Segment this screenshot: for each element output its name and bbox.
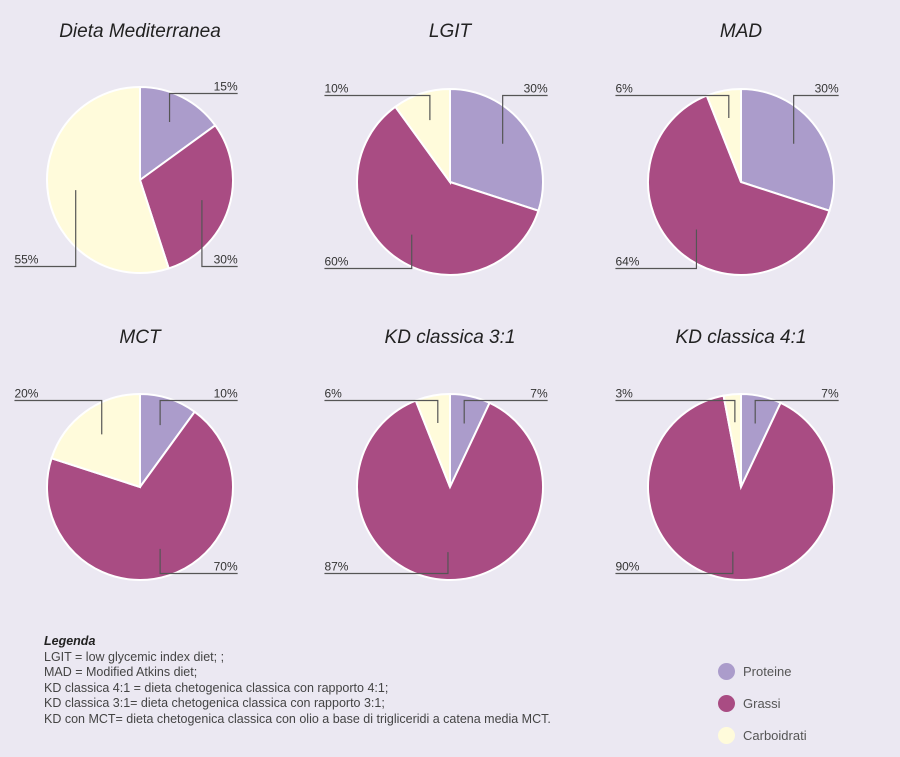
leader-line bbox=[615, 229, 698, 270]
percent-label: 55% bbox=[14, 252, 38, 266]
leader-line bbox=[201, 200, 238, 268]
leader-line bbox=[159, 548, 238, 575]
percent-label: 7% bbox=[821, 387, 839, 401]
notes-heading: Legenda bbox=[44, 634, 96, 648]
leader-line bbox=[793, 94, 839, 144]
pie-slice-proteine bbox=[139, 85, 217, 182]
leader-line bbox=[168, 92, 238, 122]
pie-slice-proteine bbox=[740, 87, 835, 212]
leader-line bbox=[615, 94, 730, 119]
percent-label: 64% bbox=[615, 254, 639, 268]
percent-label: 3% bbox=[615, 387, 633, 401]
legend-item-grassi: Grassi bbox=[718, 687, 807, 719]
leader-line bbox=[14, 399, 103, 435]
pie-title: KD classica 4:1 bbox=[676, 327, 807, 348]
percent-label: 7% bbox=[530, 387, 548, 401]
pie-slice-carboidrati bbox=[46, 85, 170, 274]
pie-slice-grassi bbox=[46, 410, 234, 581]
percent-label: 87% bbox=[324, 559, 348, 573]
legend: Proteine Grassi Carboidrati bbox=[718, 655, 807, 751]
leader-line bbox=[502, 94, 548, 144]
leader-line bbox=[615, 399, 736, 423]
leader-line bbox=[463, 399, 548, 424]
pie-slice-grassi bbox=[647, 94, 831, 276]
leader-line bbox=[159, 399, 238, 426]
legend-swatch bbox=[718, 726, 735, 744]
percent-label: 20% bbox=[14, 387, 38, 401]
pie-title: Dieta Mediterranea bbox=[59, 21, 221, 42]
legend-label: Carboidrati bbox=[743, 727, 807, 743]
leader-line bbox=[324, 399, 439, 424]
pie-slice-grassi bbox=[356, 399, 544, 581]
note-line: KD classica 3:1= dieta chetogenica class… bbox=[44, 696, 385, 710]
note-line: KD classica 4:1 = dieta chetogenica clas… bbox=[44, 680, 389, 695]
pie-slice-grassi bbox=[356, 105, 540, 276]
leader-line bbox=[754, 399, 839, 424]
pie-title: MCT bbox=[119, 327, 162, 348]
legend-label: Proteine bbox=[743, 663, 792, 679]
legend-swatch bbox=[718, 662, 735, 680]
pie-slice-carboidrati bbox=[50, 392, 141, 489]
legend-swatch bbox=[718, 694, 735, 712]
percent-label: 10% bbox=[324, 82, 348, 96]
legend-label: Grassi bbox=[743, 695, 781, 711]
pie-slice-carboidrati bbox=[393, 87, 451, 186]
legend-item-carboidrati: Carboidrati bbox=[718, 719, 807, 751]
leader-line bbox=[324, 94, 431, 121]
percent-label: 90% bbox=[615, 559, 639, 573]
note-line: LGIT = low glycemic index diet; ; bbox=[44, 649, 225, 664]
leader-line bbox=[14, 190, 77, 268]
percent-label: 6% bbox=[324, 387, 342, 401]
percent-label: 30% bbox=[214, 252, 238, 266]
pie-title: MAD bbox=[720, 21, 763, 42]
leader-line bbox=[615, 551, 734, 575]
legend-item-proteine: Proteine bbox=[718, 655, 807, 687]
percent-label: 60% bbox=[324, 254, 348, 268]
leader-line bbox=[324, 552, 449, 575]
percent-label: 30% bbox=[524, 82, 548, 96]
pie-slice-carboidrati bbox=[722, 392, 742, 488]
pie-title: KD classica 3:1 bbox=[385, 327, 516, 348]
note-line: MAD = Modified Atkins diet; bbox=[44, 665, 198, 679]
percent-label: 10% bbox=[214, 387, 238, 401]
pie-slice-grassi bbox=[647, 394, 835, 581]
leader-line bbox=[324, 234, 413, 270]
pie-slice-proteine bbox=[449, 87, 544, 212]
percent-label: 6% bbox=[615, 82, 633, 96]
percent-label: 70% bbox=[214, 559, 238, 573]
percent-label: 30% bbox=[815, 82, 839, 96]
percent-label: 15% bbox=[214, 80, 238, 94]
pie-title: LGIT bbox=[429, 21, 473, 42]
note-line: KD con MCT= dieta chetogenica classica c… bbox=[44, 711, 551, 726]
pie-slice-grassi bbox=[138, 123, 234, 270]
abbreviation-notes: Legenda LGIT = low glycemic index diet; … bbox=[44, 634, 551, 727]
